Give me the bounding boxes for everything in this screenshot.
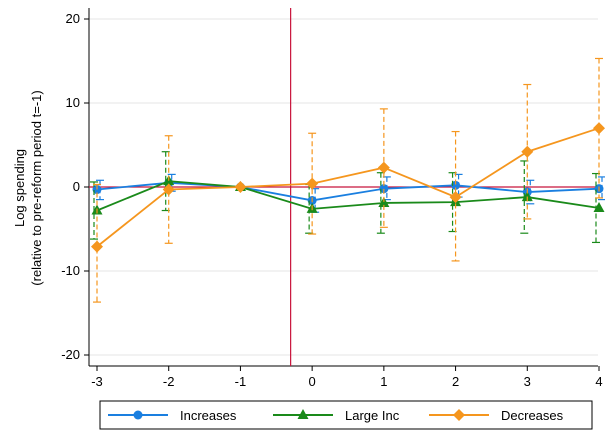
data-point-decreases [91, 240, 103, 253]
data-point-decreases [449, 191, 462, 204]
series-decreases [91, 57, 605, 303]
legend-label-decreases: Decreases [501, 408, 564, 423]
legend-marker-large-inc [297, 409, 309, 419]
data-point-decreases [306, 177, 319, 190]
series-line-large-inc [96, 180, 600, 212]
data-point-increases [451, 180, 461, 190]
y-tick-label: 10 [66, 95, 80, 110]
legend-item-increases: Increases [108, 408, 237, 423]
series-line-decreases [96, 127, 600, 248]
y-tick-label: -10 [61, 263, 80, 278]
data-point-decreases [521, 145, 534, 158]
x-tick-label: 4 [595, 374, 602, 389]
y-axis-title-line2: (relative to pre-reform period t=-1) [29, 90, 44, 285]
y-axis-title-line1: Log spending [12, 149, 27, 227]
x-tick-label: -2 [163, 374, 175, 389]
legend-label-increases: Increases [180, 408, 237, 423]
legend-box [99, 400, 593, 430]
reference-lines [89, 8, 598, 366]
x-tick-label: 1 [380, 374, 387, 389]
data-point-decreases [234, 181, 247, 193]
data-point-increases [379, 184, 389, 194]
x-tick-label: 2 [452, 374, 459, 389]
data-point-increases [92, 185, 102, 195]
data-point-large-inc [521, 191, 533, 202]
legend-item-large-inc: Large Inc [273, 408, 400, 423]
data-point-decreases [377, 161, 390, 174]
data-point-decreases [593, 122, 605, 135]
y-axis-title: Log spending (relative to pre-reform per… [12, 90, 44, 285]
y-tick-label: 20 [66, 11, 80, 26]
series-group [90, 57, 605, 303]
x-tick-label: 3 [524, 374, 531, 389]
legend-label-large-inc: Large Inc [345, 408, 400, 423]
series-large-inc [90, 151, 605, 244]
legend-item-decreases: Decreases [429, 408, 564, 423]
y-tick-labels: -20 -10 0 10 20 [61, 11, 80, 362]
legend: Increases Large Inc Decreases [99, 400, 593, 430]
data-point-large-inc [378, 196, 390, 207]
data-point-decreases [162, 183, 175, 196]
series-line-increases [96, 181, 600, 202]
x-tick-label: -3 [91, 374, 103, 389]
y-tick-label: -20 [61, 347, 80, 362]
legend-marker-decreases [453, 409, 465, 421]
y-tick-label: 0 [73, 179, 80, 194]
data-point-large-inc [593, 202, 605, 212]
x-tick-label: -1 [235, 374, 247, 389]
x-tick-labels: -3 -2 -1 0 1 2 3 4 [91, 374, 602, 389]
legend-marker-increases [133, 410, 143, 420]
x-tick-label: 0 [309, 374, 316, 389]
